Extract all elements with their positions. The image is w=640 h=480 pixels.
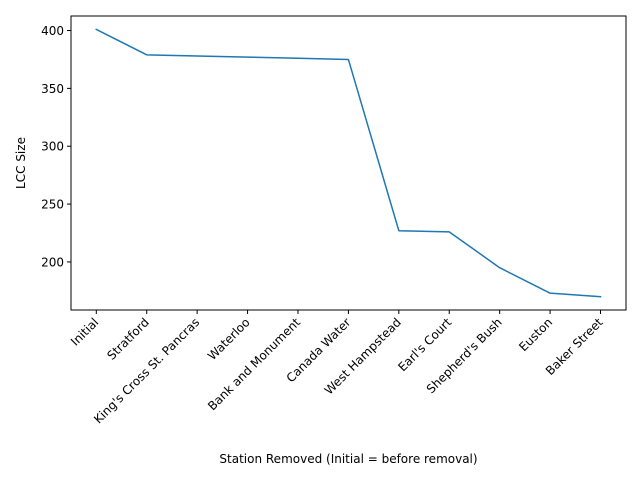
series-layer xyxy=(95,28,602,298)
y-tick-label: 400 xyxy=(41,24,64,38)
y-tick-label: 200 xyxy=(41,255,64,269)
y-axis-label: LCC Size xyxy=(14,137,28,189)
series-line xyxy=(95,28,602,298)
y-tick-label: 300 xyxy=(41,140,64,154)
y-tick-label: 250 xyxy=(41,198,64,212)
x-axis-label: Station Removed (Initial = before remova… xyxy=(219,452,477,466)
plot-frame xyxy=(70,15,627,311)
y-tick-label: 350 xyxy=(41,82,64,96)
